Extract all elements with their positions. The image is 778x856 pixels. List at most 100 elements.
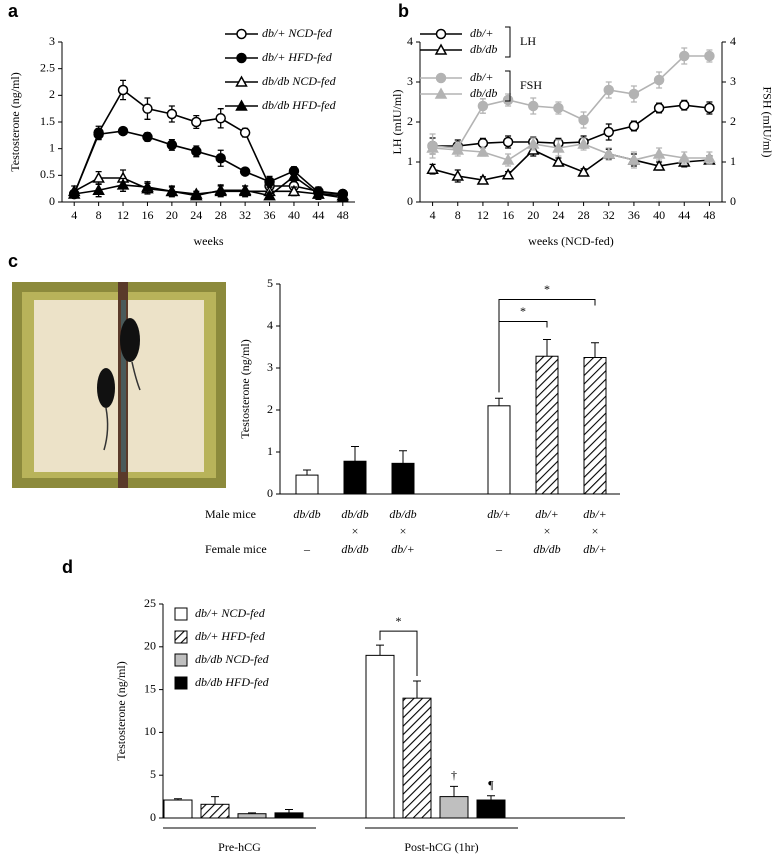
x-tick-label: 16 — [502, 208, 514, 222]
point — [451, 143, 465, 155]
y-tick-label: 4 — [267, 318, 273, 332]
series-line — [73, 130, 343, 195]
panel-label: c — [8, 251, 18, 271]
point — [141, 180, 154, 192]
point — [552, 141, 565, 153]
point — [67, 187, 81, 199]
point — [236, 52, 247, 64]
point — [92, 171, 105, 183]
x-tick-label: 24 — [552, 208, 564, 222]
bar — [402, 697, 432, 819]
cross-label: × — [544, 524, 551, 538]
panel-label: d — [62, 557, 73, 577]
x-tick-label: 24 — [190, 208, 202, 222]
bar — [274, 812, 304, 819]
point — [312, 187, 325, 199]
point — [653, 74, 665, 86]
significance-label: * — [396, 614, 402, 628]
cross-label: × — [400, 524, 407, 538]
y-tick-label: 2 — [407, 114, 413, 128]
x-tick-label: 36 — [264, 208, 276, 222]
y-tick-label: 2 — [267, 402, 273, 416]
significance-label: * — [520, 304, 526, 318]
series-line — [432, 149, 710, 181]
bar — [365, 654, 395, 819]
x-tick-label: 40 — [288, 208, 300, 222]
x-tick-label: 48 — [337, 208, 349, 222]
y-tick-label: 1 — [49, 140, 55, 154]
bar — [163, 799, 193, 819]
x-tick-label: 48 — [703, 208, 715, 222]
error-bar — [591, 342, 599, 358]
y-axis-label: Testosterone (ng/ml) — [114, 661, 128, 760]
point — [602, 147, 616, 159]
male-label: db/+ — [535, 507, 558, 521]
point — [501, 168, 515, 180]
point — [235, 99, 248, 111]
point — [238, 183, 252, 196]
y-axis-label: Testosterone (ng/ml) — [8, 72, 22, 171]
point — [652, 159, 666, 171]
y2-tick-label: 4 — [730, 34, 736, 48]
error-bar — [376, 644, 384, 656]
legend-label: db/db NCD-fed — [262, 74, 337, 88]
x-tick-label: 28 — [215, 208, 227, 222]
panel-label: a — [8, 1, 19, 21]
point — [239, 127, 251, 138]
x-tick-label: 40 — [653, 208, 665, 222]
point — [653, 102, 665, 114]
x-tick-label: 20 — [166, 208, 178, 222]
point — [142, 131, 153, 143]
point — [679, 50, 690, 62]
y-tick-label: 15 — [144, 681, 156, 695]
point — [435, 72, 447, 84]
row-label: Male mice — [205, 507, 256, 521]
legend-swatch — [174, 607, 188, 621]
bar — [237, 813, 267, 819]
legend-swatch — [174, 676, 188, 690]
bar — [487, 405, 511, 495]
point — [652, 147, 666, 159]
significance-label: ¶ — [488, 777, 494, 791]
male-label: db/db — [293, 507, 320, 521]
legend-label: db/db — [470, 86, 497, 100]
y-tick-label: 2 — [49, 87, 55, 101]
y-tick-label: 5 — [267, 276, 273, 290]
legend-swatch — [174, 630, 188, 644]
point — [190, 189, 203, 201]
point — [191, 116, 202, 128]
point — [215, 153, 226, 164]
legend-label: db/db NCD-fed — [195, 652, 270, 666]
point — [552, 155, 565, 167]
y-tick-label: 25 — [144, 596, 156, 610]
cross-label: × — [592, 524, 599, 538]
point — [451, 169, 465, 181]
point — [287, 184, 301, 197]
point — [476, 173, 490, 185]
point — [93, 129, 104, 140]
y-tick-label: 1 — [267, 444, 273, 458]
x-tick-label: 32 — [239, 208, 251, 222]
female-label: db/db — [341, 542, 368, 556]
point — [704, 50, 715, 62]
male-label: db/+ — [583, 507, 606, 521]
point — [214, 183, 227, 196]
y-tick-label: 0 — [49, 194, 55, 208]
y2-tick-label: 3 — [730, 74, 736, 88]
mouse-photo — [12, 282, 226, 488]
point — [502, 136, 514, 148]
panel-label: b — [398, 1, 409, 21]
point — [434, 43, 448, 55]
point — [528, 100, 539, 112]
female-label: – — [495, 542, 503, 556]
x-tick-label: 16 — [141, 208, 153, 222]
point — [434, 87, 448, 99]
point — [92, 183, 105, 196]
significance-bracket — [379, 630, 418, 677]
legend-label: db/+ NCD-fed — [262, 26, 333, 40]
x-axis-label: weeks (NCD-fed) — [528, 234, 614, 248]
point — [603, 84, 614, 96]
bar — [200, 803, 230, 819]
female-label: db/+ — [391, 542, 414, 556]
y-tick-label: 0 — [267, 486, 273, 500]
